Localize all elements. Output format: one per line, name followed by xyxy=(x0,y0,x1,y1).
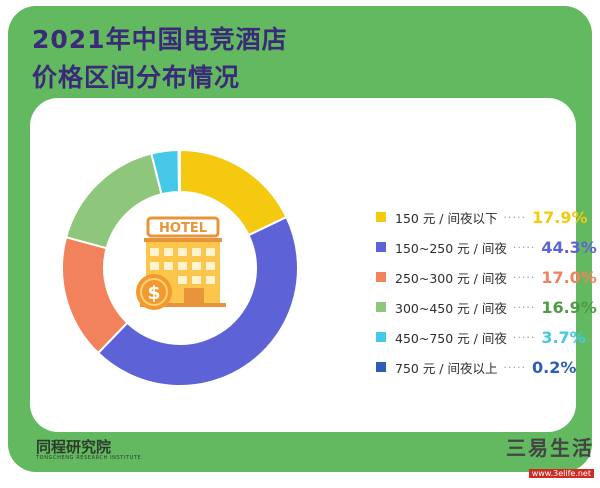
legend-swatch xyxy=(376,332,386,342)
legend-label: 300~450 元 / 间夜 xyxy=(395,300,507,316)
legend-item: 150~250 元 / 间夜 ····· 44.3% xyxy=(376,236,597,258)
legend-swatch xyxy=(376,242,386,252)
legend-swatch xyxy=(376,362,386,372)
chart-card: HOTEL $ 150 元 / 间夜以下 ····· xyxy=(30,98,597,432)
watermark-url: www.3elife.net xyxy=(528,469,594,478)
legend-value: 16.9% xyxy=(541,297,597,317)
svg-text:$: $ xyxy=(147,282,160,304)
legend-swatch xyxy=(376,302,386,312)
watermark: 三易生活 www.3elife.net xyxy=(506,432,594,480)
watermark-text: 三易生活 xyxy=(506,436,594,460)
legend-swatch xyxy=(376,272,386,282)
brand-subtitle: TONGCHENG RESEARCH INSTITUTE xyxy=(36,455,142,461)
legend-swatch xyxy=(376,212,386,222)
legend-value: 17.0% xyxy=(541,267,597,287)
dollar-coin-icon: $ xyxy=(136,274,172,310)
legend-label: 150 元 / 间夜以下 xyxy=(395,210,498,226)
legend-item: 150 元 / 间夜以下 ····· 17.9% xyxy=(376,206,588,228)
donut-chart: HOTEL $ xyxy=(61,148,299,387)
legend-label: 750 元 / 间夜以上 xyxy=(395,360,498,376)
title-line-2: 价格区间分布情况 xyxy=(32,63,241,92)
hotel-icon: HOTEL xyxy=(140,216,226,307)
legend-label: 250~300 元 / 间夜 xyxy=(395,270,507,286)
legend-value: 17.9% xyxy=(531,207,588,227)
title-line-1: 2021年中国电竞酒店 xyxy=(32,25,288,54)
brand-logo-text: 同程研究院 xyxy=(36,438,112,456)
legend-label: 450~750 元 / 间夜 xyxy=(395,330,507,346)
legend-value: 3.7% xyxy=(541,327,586,347)
legend-item: 250~300 元 / 间夜 ····· 17.0% xyxy=(376,266,597,288)
hotel-sign-text: HOTEL xyxy=(159,221,207,236)
legend-item: 300~450 元 / 间夜 ····· 16.9% xyxy=(376,296,597,318)
legend-label: 150~250 元 / 间夜 xyxy=(395,240,507,256)
legend-item: 450~750 元 / 间夜 ····· 3.7% xyxy=(376,326,586,348)
legend-item: 750 元 / 间夜以上 ····· 0.2% xyxy=(376,356,576,378)
legend-value: 0.2% xyxy=(531,357,577,377)
legend-value: 44.3% xyxy=(541,237,597,257)
donut-slice-5 xyxy=(177,148,181,194)
